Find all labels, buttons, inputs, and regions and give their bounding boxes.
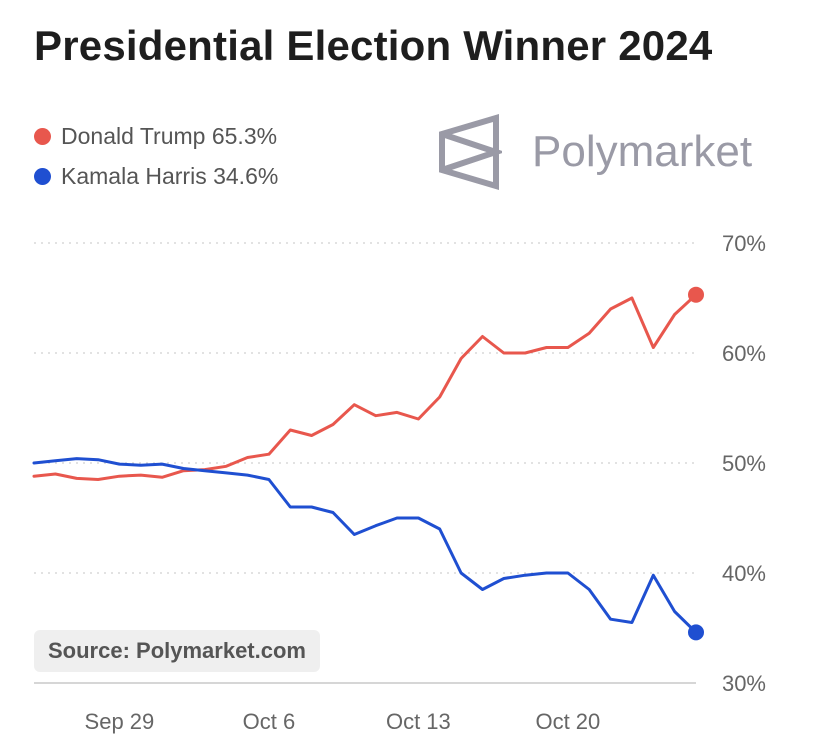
polymarket-wordmark: Polymarket	[532, 127, 753, 176]
chart-legend: Donald Trump 65.3% Kamala Harris 34.6%	[34, 116, 278, 196]
y-tick-label: 60%	[722, 341, 766, 366]
legend-label-trump: Donald Trump 65.3%	[61, 122, 278, 149]
polymarket-logo: Polymarket	[438, 114, 752, 190]
y-tick-label: 40%	[722, 561, 766, 586]
x-tick-label: Oct 6	[243, 709, 296, 734]
legend-label-harris: Kamala Harris 34.6%	[61, 162, 279, 189]
legend-item-trump: Donald Trump 65.3%	[34, 116, 278, 156]
x-tick-label: Oct 20	[535, 709, 600, 734]
x-tick-label: Oct 13	[386, 709, 451, 734]
source-label: Source: Polymarket.com	[34, 630, 320, 672]
series-end-marker-donald-trump	[688, 286, 704, 303]
y-tick-label: 30%	[722, 671, 766, 696]
y-tick-label: 70%	[722, 231, 766, 256]
series-end-marker-kamala-harris	[688, 624, 704, 641]
y-tick-label: 50%	[722, 451, 766, 476]
x-tick-label: Sep 29	[85, 709, 155, 734]
series-line-kamala-harris	[32, 457, 698, 634]
legend-dot-harris	[34, 167, 51, 185]
polymarket-logo-icon	[439, 114, 502, 190]
legend-dot-trump	[34, 127, 51, 145]
legend-item-harris: Kamala Harris 34.6%	[34, 156, 278, 196]
chart-title: Presidential Election Winner 2024	[34, 22, 713, 69]
series-line-donald-trump	[32, 293, 698, 481]
